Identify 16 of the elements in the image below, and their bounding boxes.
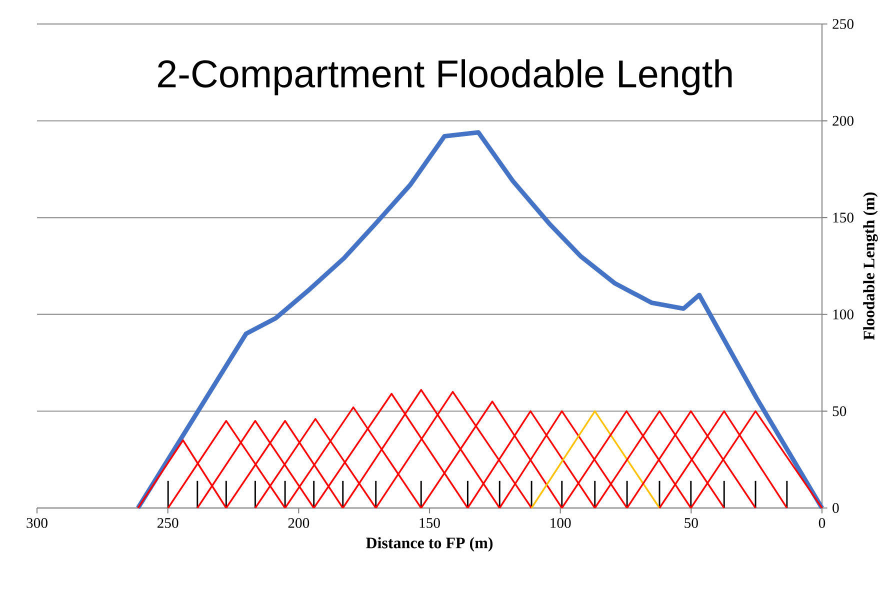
y-tick-label: 0 [832,503,839,513]
y-tick-label: 50 [832,406,846,416]
y-tick-label: 100 [833,309,854,320]
y-tick-label: 200 [832,116,854,126]
y-tick-label: 150 [833,212,854,223]
x-axis-title: Distance to FP (m) [366,537,493,552]
x-tick-label: 150 [420,518,440,528]
y-tick-label: 250 [832,19,854,29]
x-tick-label: 0 [818,518,826,528]
x-tick-label: 50 [684,518,698,528]
text: 2-Compartment Floodable Length [158,59,732,96]
x-tick-label: 200 [288,518,310,528]
x-tick-label: 100 [550,518,571,528]
x-tick-label: 300 [26,518,48,528]
x-tick-label: 250 [157,518,178,528]
y-axis-title: Floodable Length (m) [863,192,878,340]
